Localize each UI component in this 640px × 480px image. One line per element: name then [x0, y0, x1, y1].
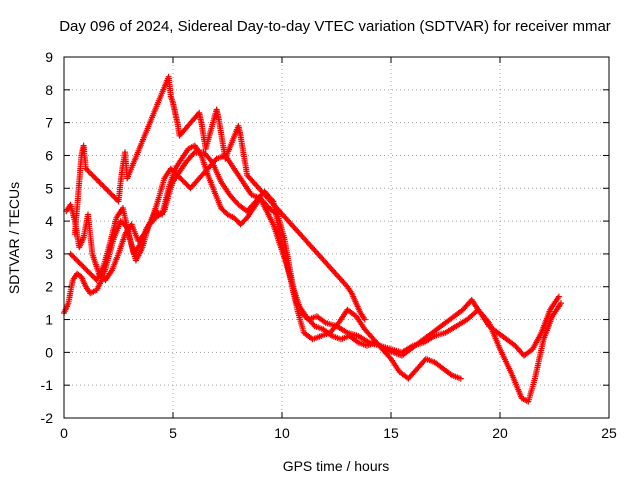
x-tick-label: 5 — [169, 425, 177, 441]
y-tick-label: -2 — [41, 410, 54, 426]
x-tick-label: 15 — [383, 425, 399, 441]
y-tick-label: 2 — [45, 279, 53, 295]
x-axis-label: GPS time / hours — [283, 458, 390, 474]
chart-title: Day 096 of 2024, Sidereal Day-to-day VTE… — [59, 18, 611, 35]
y-tick-label: 8 — [45, 82, 53, 98]
y-tick-label: 4 — [45, 213, 53, 229]
y-tick-label: 1 — [45, 312, 53, 328]
y-tick-label: 9 — [45, 49, 53, 65]
y-tick-label: 3 — [45, 246, 53, 262]
series-trace-c — [67, 142, 562, 359]
x-tick-label: 0 — [60, 425, 68, 441]
data-points — [61, 73, 564, 405]
y-tick-label: 0 — [45, 344, 53, 360]
x-tick-label: 10 — [274, 425, 290, 441]
x-tick-label: 25 — [601, 425, 617, 441]
y-axis-label: SDTVAR / TECUs — [6, 182, 22, 294]
y-tick-label: -1 — [41, 377, 54, 393]
y-tick-label: 6 — [45, 147, 53, 163]
series-trace-a — [61, 149, 564, 405]
y-tick-label: 5 — [45, 180, 53, 196]
axis-ticks: 0 5 10 15 20 25 -2 -1 0 1 2 3 4 5 6 7 8 9 — [41, 49, 617, 441]
plot-frame — [63, 56, 610, 419]
series-trace-d — [71, 73, 368, 323]
grid-lines — [64, 57, 609, 418]
series-trace-b — [63, 152, 464, 382]
x-tick-label: 20 — [492, 425, 508, 441]
y-tick-label: 7 — [45, 115, 53, 131]
